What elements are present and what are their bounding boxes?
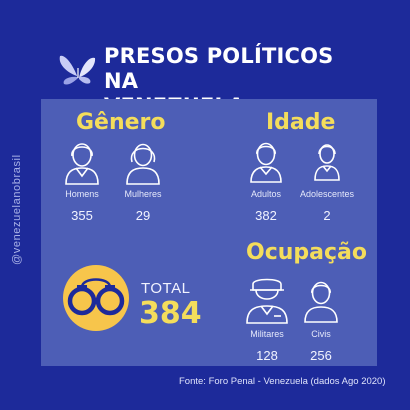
genero-value-mulheres: 29 — [135, 208, 151, 223]
total-label: TOTAL — [141, 280, 191, 297]
ocupacao-label-militares: Militares — [250, 329, 284, 339]
genero-title: Gênero — [76, 110, 166, 135]
side-handle: @venezuelanobrasil — [11, 154, 23, 265]
total-value: 384 — [139, 296, 202, 331]
idade-label-adolescentes: Adolescentes — [299, 189, 355, 199]
ocupacao-title: Ocupação — [246, 240, 367, 265]
ocupacao-label-civis: Civis — [311, 329, 331, 339]
idade-label-adultos: Adultos — [250, 189, 282, 199]
ocupacao-value-civis: 256 — [310, 348, 332, 363]
title-line-1: PRESOS POLÍTICOS NA — [104, 44, 334, 93]
military-icon — [244, 276, 290, 324]
idade-value-adultos: 382 — [255, 208, 277, 223]
butterfly-icon — [59, 55, 96, 85]
source-note: Fonte: Foro Penal - Venezuela (dados Ago… — [179, 376, 386, 387]
civilian-icon — [303, 278, 339, 324]
teen-icon — [313, 140, 341, 182]
idade-value-adolescentes: 2 — [323, 208, 331, 223]
man-icon — [64, 138, 100, 186]
woman-icon — [125, 138, 161, 186]
total-circle — [63, 265, 129, 331]
genero-label-homens: Homens — [65, 189, 99, 199]
genero-label-mulheres: Mulheres — [124, 189, 162, 199]
handcuffs-icon — [67, 278, 125, 316]
idade-title: Idade — [266, 110, 336, 135]
genero-value-homens: 355 — [71, 208, 93, 223]
ocupacao-value-militares: 128 — [256, 348, 278, 363]
adult-icon — [249, 138, 283, 184]
